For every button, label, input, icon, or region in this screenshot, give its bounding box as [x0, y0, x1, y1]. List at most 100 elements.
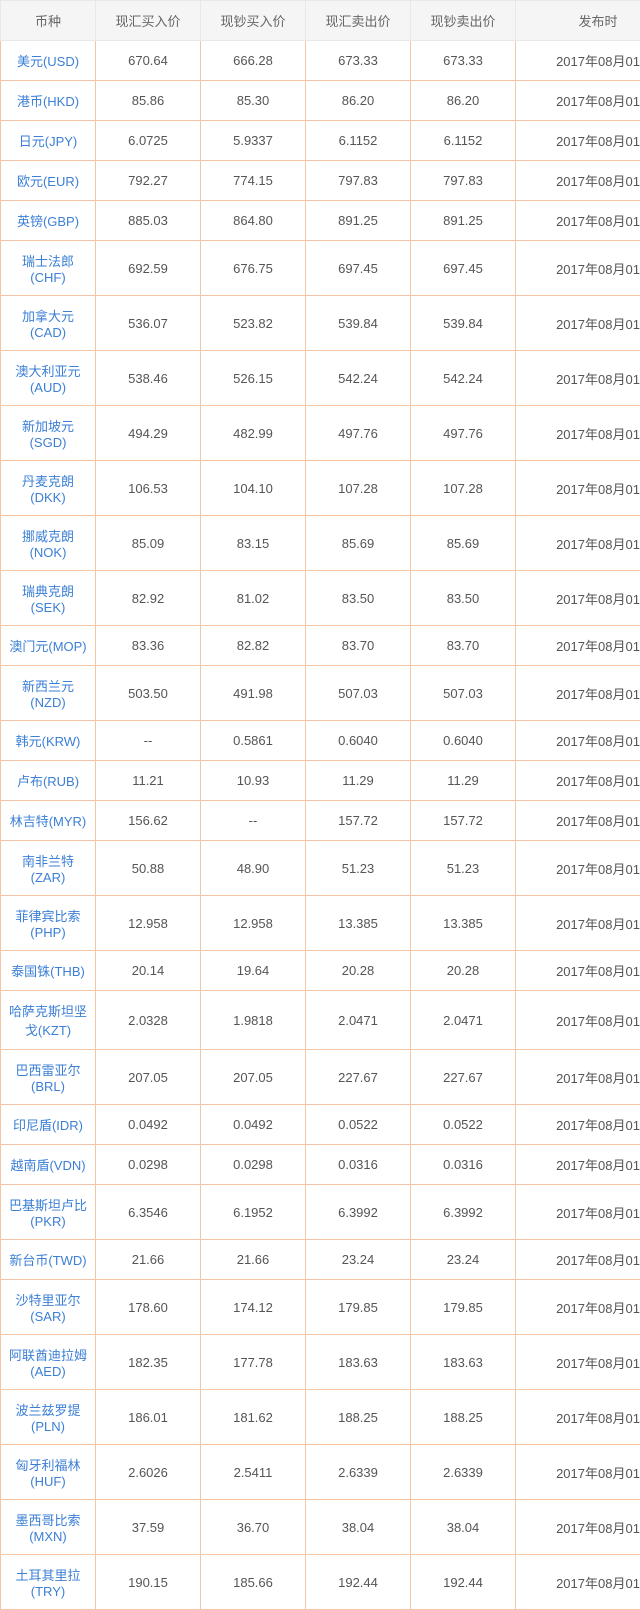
table-row: 越南盾(VDN)0.02980.02980.03160.03162017年08月… [1, 1145, 640, 1185]
currency-link[interactable]: 英镑(GBP) [17, 214, 79, 229]
xh-sell-cell: 542.24 [306, 351, 411, 406]
xh-sell-cell: 83.70 [306, 626, 411, 666]
xc-sell-cell: 673.33 [411, 41, 516, 81]
xh-sell-cell: 51.23 [306, 841, 411, 896]
currency-link[interactable]: 土耳其里拉(TRY) [15, 1568, 80, 1599]
xc-buy-cell: 83.15 [201, 516, 306, 571]
currency-link[interactable]: 菲律宾比索(PHP) [15, 909, 80, 940]
exchange-rate-table: 币种 现汇买入价 现钞买入价 现汇卖出价 现钞卖出价 发布时 美元(USD)67… [0, 0, 640, 1610]
xc-buy-cell: 0.0298 [201, 1145, 306, 1185]
currency-link[interactable]: 巴西雷亚尔(BRL) [15, 1063, 80, 1094]
date-cell: 2017年08月01 [516, 406, 640, 461]
currency-link[interactable]: 泰国铢(THB) [11, 964, 85, 979]
xc-sell-cell: 83.50 [411, 571, 516, 626]
currency-cell: 港币(HKD) [1, 81, 96, 121]
xh-buy-cell: 692.59 [96, 241, 201, 296]
xc-sell-cell: 539.84 [411, 296, 516, 351]
xc-sell-cell: 2.0471 [411, 991, 516, 1050]
currency-link[interactable]: 印尼盾(IDR) [13, 1118, 83, 1133]
currency-link[interactable]: 丹麦克朗(DKK) [22, 474, 74, 505]
table-row: 波兰兹罗提(PLN)186.01181.62188.25188.252017年0… [1, 1390, 640, 1445]
table-body: 美元(USD)670.64666.28673.33673.332017年08月0… [1, 41, 640, 1610]
currency-link[interactable]: 韩元(KRW) [16, 734, 81, 749]
xc-buy-cell: 12.958 [201, 896, 306, 951]
currency-link[interactable]: 港币(HKD) [17, 94, 79, 109]
currency-link[interactable]: 欧元(EUR) [17, 174, 79, 189]
currency-link[interactable]: 瑞士法郎(CHF) [22, 254, 74, 285]
xh-buy-cell: 2.0328 [96, 991, 201, 1050]
xc-sell-cell: 0.0522 [411, 1105, 516, 1145]
date-cell: 2017年08月01 [516, 1185, 640, 1240]
date-cell: 2017年08月01 [516, 121, 640, 161]
date-cell: 2017年08月01 [516, 516, 640, 571]
table-row: 加拿大元(CAD)536.07523.82539.84539.842017年08… [1, 296, 640, 351]
currency-link[interactable]: 墨西哥比索(MXN) [15, 1513, 80, 1544]
xh-buy-cell: 20.14 [96, 951, 201, 991]
xc-sell-cell: 179.85 [411, 1280, 516, 1335]
currency-link[interactable]: 巴基斯坦卢比(PKR) [9, 1198, 87, 1229]
currency-link[interactable]: 哈萨克斯坦坚戈(KZT) [9, 1004, 87, 1038]
date-cell: 2017年08月01 [516, 991, 640, 1050]
xh-buy-cell: 0.0298 [96, 1145, 201, 1185]
date-cell: 2017年08月01 [516, 1240, 640, 1280]
table-row: 印尼盾(IDR)0.04920.04920.05220.05222017年08月… [1, 1105, 640, 1145]
table-row: 匈牙利福林(HUF)2.60262.54112.63392.63392017年0… [1, 1445, 640, 1500]
table-row: 泰国铢(THB)20.1419.6420.2820.282017年08月01 [1, 951, 640, 991]
currency-link[interactable]: 卢布(RUB) [17, 774, 79, 789]
table-row: 阿联酋迪拉姆(AED)182.35177.78183.63183.632017年… [1, 1335, 640, 1390]
currency-link[interactable]: 新西兰元(NZD) [22, 679, 74, 710]
xc-sell-cell: 2.6339 [411, 1445, 516, 1500]
xh-sell-cell: 13.385 [306, 896, 411, 951]
currency-cell: 新加坡元(SGD) [1, 406, 96, 461]
currency-link[interactable]: 美元(USD) [17, 54, 79, 69]
currency-link[interactable]: 越南盾(VDN) [10, 1158, 85, 1173]
currency-cell: 丹麦克朗(DKK) [1, 461, 96, 516]
xh-buy-cell: 207.05 [96, 1050, 201, 1105]
col-xh-buy: 现汇买入价 [96, 1, 201, 41]
xh-sell-cell: 179.85 [306, 1280, 411, 1335]
xh-sell-cell: 85.69 [306, 516, 411, 571]
table-row: 林吉特(MYR)156.62--157.72157.722017年08月01 [1, 801, 640, 841]
xc-buy-cell: 0.0492 [201, 1105, 306, 1145]
currency-link[interactable]: 匈牙利福林(HUF) [15, 1458, 80, 1489]
currency-cell: 菲律宾比索(PHP) [1, 896, 96, 951]
currency-link[interactable]: 澳门元(MOP) [9, 639, 86, 654]
currency-cell: 美元(USD) [1, 41, 96, 81]
xc-sell-cell: 891.25 [411, 201, 516, 241]
currency-link[interactable]: 新加坡元(SGD) [22, 419, 74, 450]
table-header: 币种 现汇买入价 现钞买入价 现汇卖出价 现钞卖出价 发布时 [1, 1, 640, 41]
currency-link[interactable]: 日元(JPY) [19, 134, 78, 149]
date-cell: 2017年08月01 [516, 626, 640, 666]
currency-link[interactable]: 新台币(TWD) [9, 1253, 86, 1268]
date-cell: 2017年08月01 [516, 1445, 640, 1500]
currency-link[interactable]: 瑞典克朗(SEK) [22, 584, 74, 615]
xc-buy-cell: 48.90 [201, 841, 306, 896]
xh-buy-cell: 156.62 [96, 801, 201, 841]
xh-sell-cell: 86.20 [306, 81, 411, 121]
xh-sell-cell: 6.3992 [306, 1185, 411, 1240]
date-cell: 2017年08月01 [516, 1280, 640, 1335]
xh-sell-cell: 11.29 [306, 761, 411, 801]
currency-link[interactable]: 林吉特(MYR) [10, 814, 87, 829]
date-cell: 2017年08月01 [516, 1050, 640, 1105]
currency-link[interactable]: 南非兰特(ZAR) [22, 854, 74, 885]
xh-buy-cell: 83.36 [96, 626, 201, 666]
table-row: 日元(JPY)6.07255.93376.11526.11522017年08月0… [1, 121, 640, 161]
table-row: 新台币(TWD)21.6621.6623.2423.242017年08月01 [1, 1240, 640, 1280]
xh-buy-cell: 190.15 [96, 1555, 201, 1610]
xc-sell-cell: 797.83 [411, 161, 516, 201]
xc-buy-cell: 82.82 [201, 626, 306, 666]
xc-sell-cell: 507.03 [411, 666, 516, 721]
xc-buy-cell: 185.66 [201, 1555, 306, 1610]
currency-link[interactable]: 澳大利亚元(AUD) [15, 364, 80, 395]
currency-link[interactable]: 挪威克朗(NOK) [22, 529, 74, 560]
currency-link[interactable]: 加拿大元(CAD) [22, 309, 74, 340]
currency-link[interactable]: 阿联酋迪拉姆(AED) [9, 1348, 87, 1379]
xh-sell-cell: 107.28 [306, 461, 411, 516]
currency-link[interactable]: 沙特里亚尔(SAR) [15, 1293, 80, 1324]
currency-cell: 沙特里亚尔(SAR) [1, 1280, 96, 1335]
currency-link[interactable]: 波兰兹罗提(PLN) [15, 1403, 80, 1434]
xh-buy-cell: 2.6026 [96, 1445, 201, 1500]
xh-sell-cell: 0.0316 [306, 1145, 411, 1185]
col-xc-buy: 现钞买入价 [201, 1, 306, 41]
